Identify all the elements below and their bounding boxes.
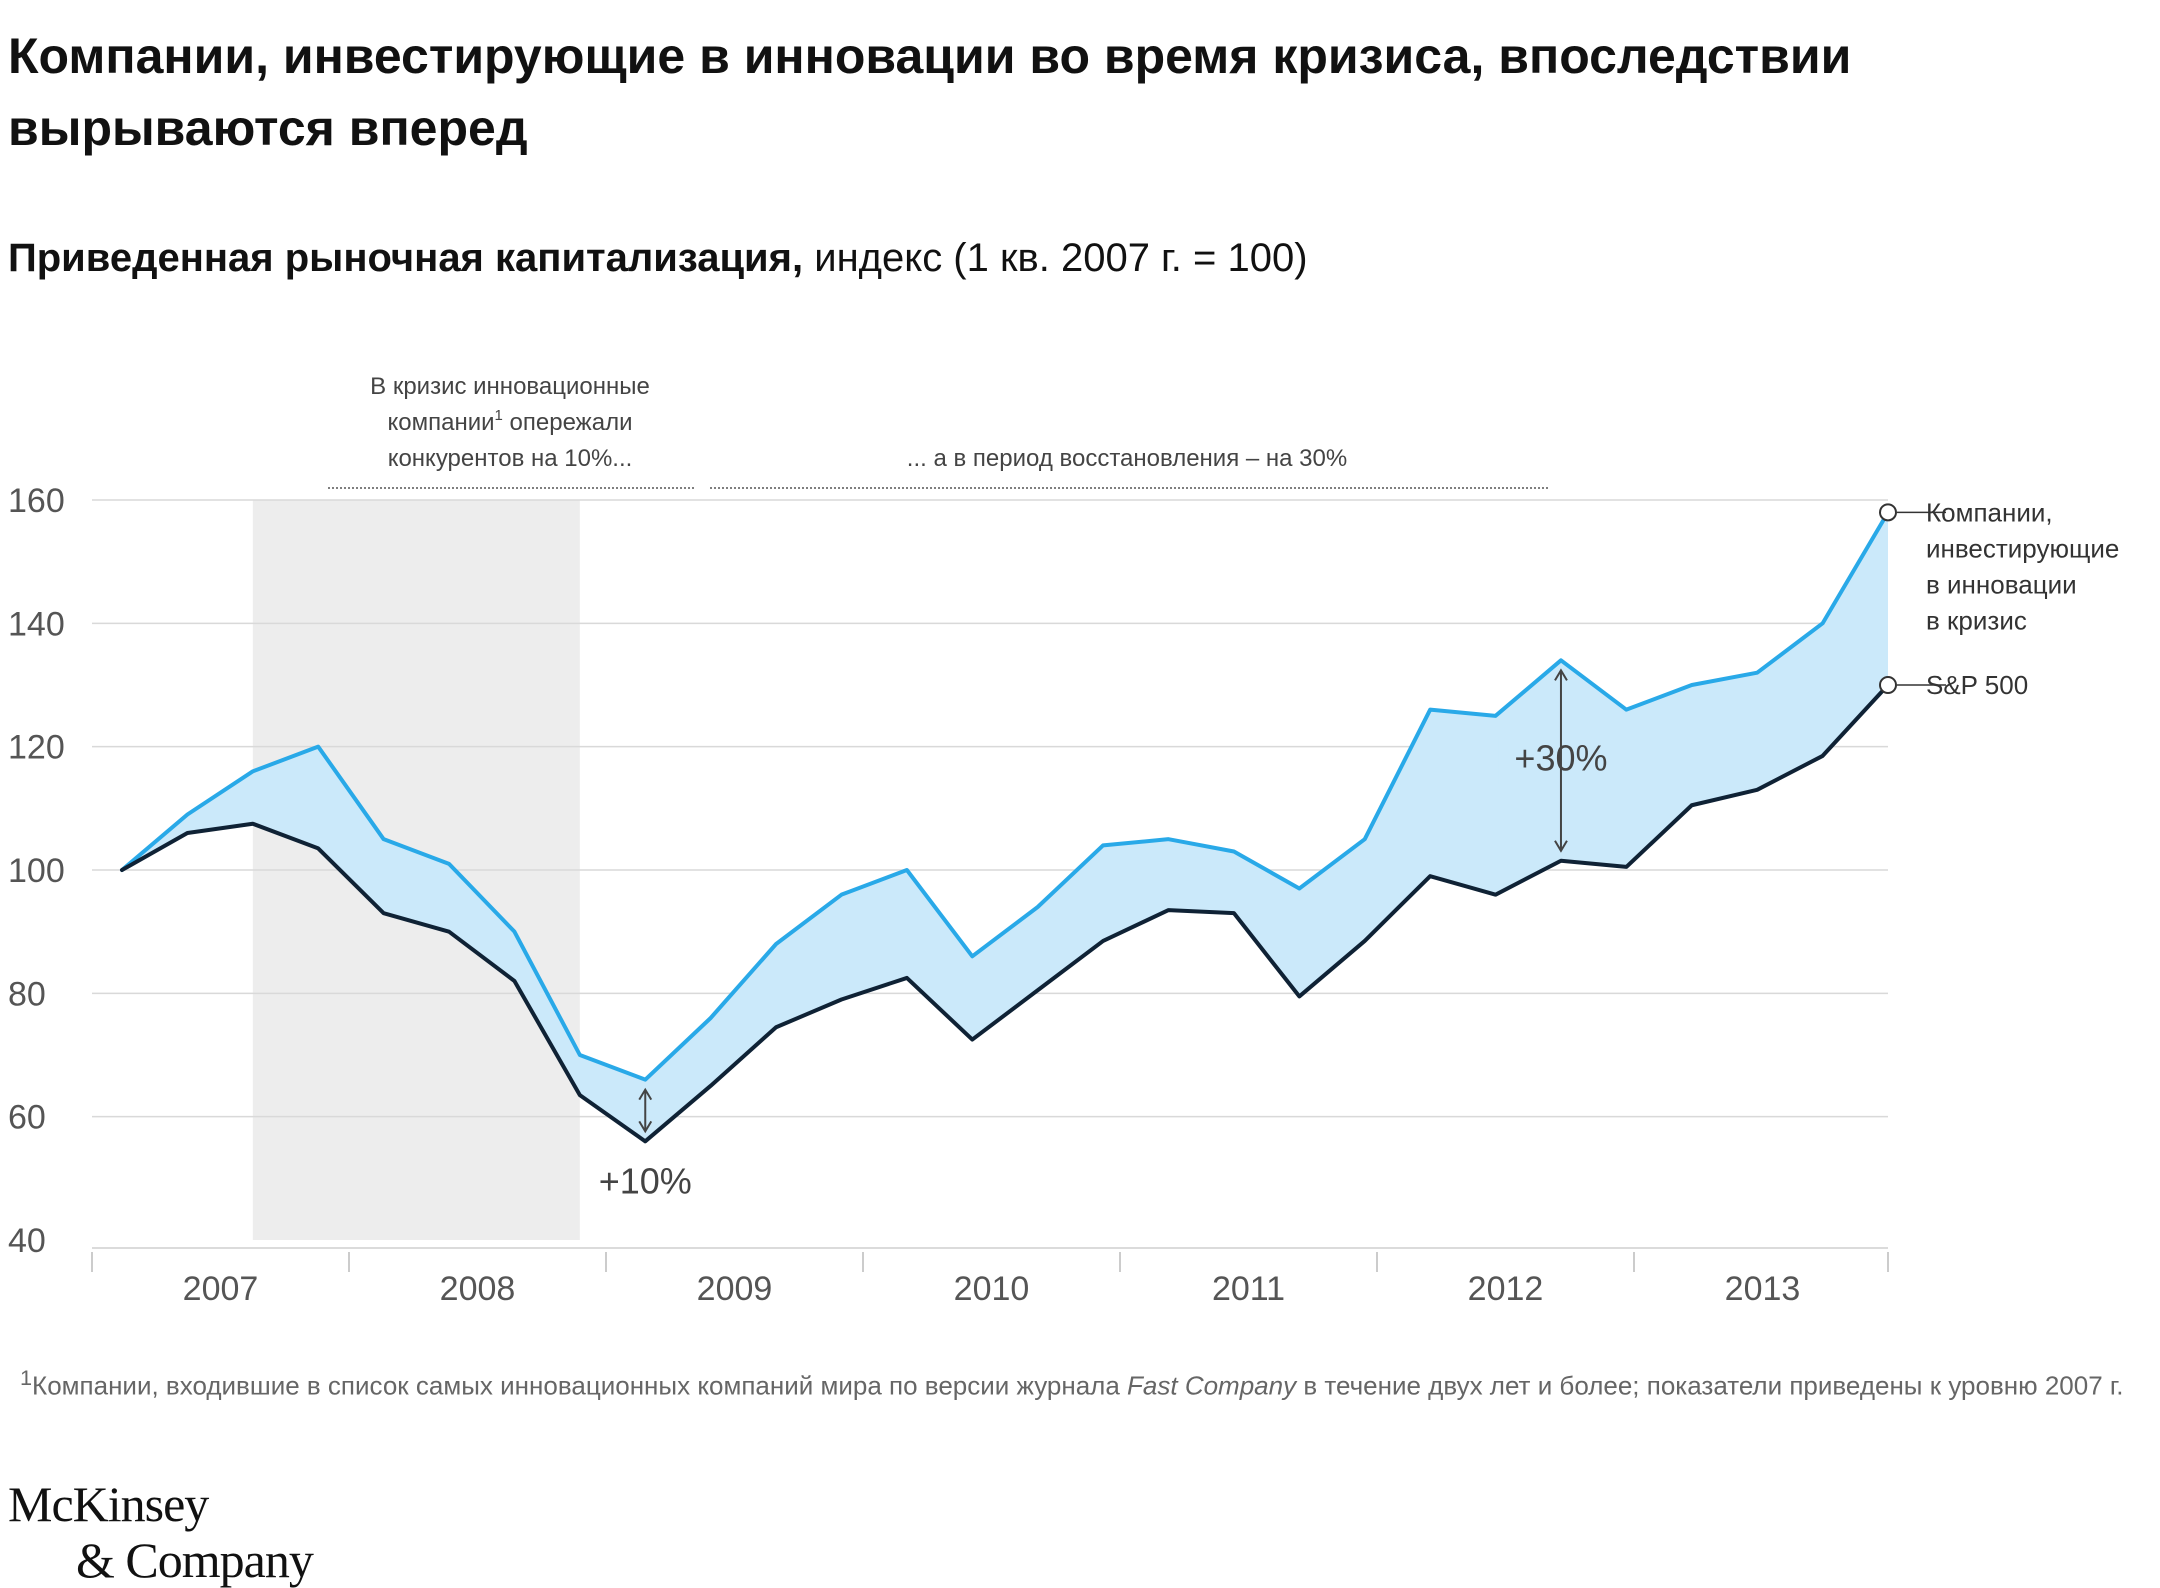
footnote: 1Компании, входившие в список самых инно… [20,1360,2140,1404]
chart-title: Компании, инвестирующие в инновации во в… [8,28,1852,156]
x-tick-label-2012: 2012 [1468,1270,1544,1308]
chart-annotations: В кризис инновационные компании1 опережа… [328,373,1623,1201]
gap-fill-area [122,512,1888,1142]
logo-line-1: McKinsey [8,1476,209,1532]
y-tick-label-60: 60 [8,1099,46,1137]
footnote-publication: Fast Company [1127,1370,1297,1401]
logo-line-2: & Company [76,1532,314,1588]
gap-crisis-arrow-head-top [638,1087,653,1101]
series-line-sp500 [120,683,1890,1144]
footnote-text-1: Компании, входившие в список самых иннов… [32,1370,1128,1401]
recovery-annotation: ... а в период восстановления – на 30% [907,445,1347,472]
footnote-mark: 1 [20,1365,33,1390]
mckinsey-logo: McKinsey & Company [8,1476,314,1588]
crisis-annotation-line-3: конкурентов на 10%... [388,445,633,472]
x-tick-label-2007: 2007 [183,1270,259,1308]
series-label-sp500-1: S&P 500 [1926,670,2028,700]
crisis-annotation-line-1: В кризис инновационные [370,373,650,400]
series-end-marker-innovators [1879,503,1897,522]
crisis-annotation-line-2: компании1 опережали [388,407,633,436]
y-tick-label-120: 120 [8,729,65,767]
gap-recovery-arrow-head-bottom [1554,840,1568,853]
footnote-text-2: в течение двух лет и более; показатели п… [1296,1370,2124,1401]
y-tick-label-80: 80 [8,975,46,1013]
series-label-innovators-3: в инновации [1926,569,2077,599]
gap-crisis-label: +10% [599,1160,692,1201]
crisis-annotation-footnote-mark: 1 [495,407,503,424]
gap-recovery-arrow-head-top [1554,668,1568,681]
series-end-marker-sp500 [1879,676,1897,694]
y-tick-label-40: 40 [8,1222,46,1260]
chart-subtitle: Приведенная рыночная капитализация, инде… [8,232,1308,284]
x-tick-label-2008: 2008 [440,1270,516,1308]
y-tick-label-160: 160 [8,482,65,520]
series-label-innovators-1: Компании, [1926,497,2053,527]
gap-fill [122,512,1888,1142]
series-label-innovators-4: в кризис [1926,605,2027,635]
y-tick-label-140: 140 [8,605,65,643]
subtitle-bold: Приведенная рыночная капитализация, [8,236,804,280]
series-line-innovators [120,510,1890,1082]
y-tick-label-100: 100 [8,852,65,890]
series-label-innovators-2: инвестирующие [1926,533,2119,563]
subtitle-rest: индекс (1 кв. 2007 г. = 100) [803,236,1308,280]
x-tick-label-2009: 2009 [697,1270,773,1308]
gap-recovery-label: +30% [1514,738,1607,779]
chart-series: Компании, инвестирующие в инновации в кризи… [120,497,2119,1144]
x-tick-label-2011: 2011 [1212,1270,1285,1308]
y-axis-tick-labels: 40 60 80 100 120 140 160 [8,482,65,1260]
x-tick-label-2013: 2013 [1725,1270,1801,1308]
x-axis: 2007 2008 2009 2010 2011 2012 2013 [91,1247,1889,1308]
gap-crisis-arrow-head-bottom [638,1120,653,1134]
x-tick-label-2010: 2010 [954,1270,1030,1308]
